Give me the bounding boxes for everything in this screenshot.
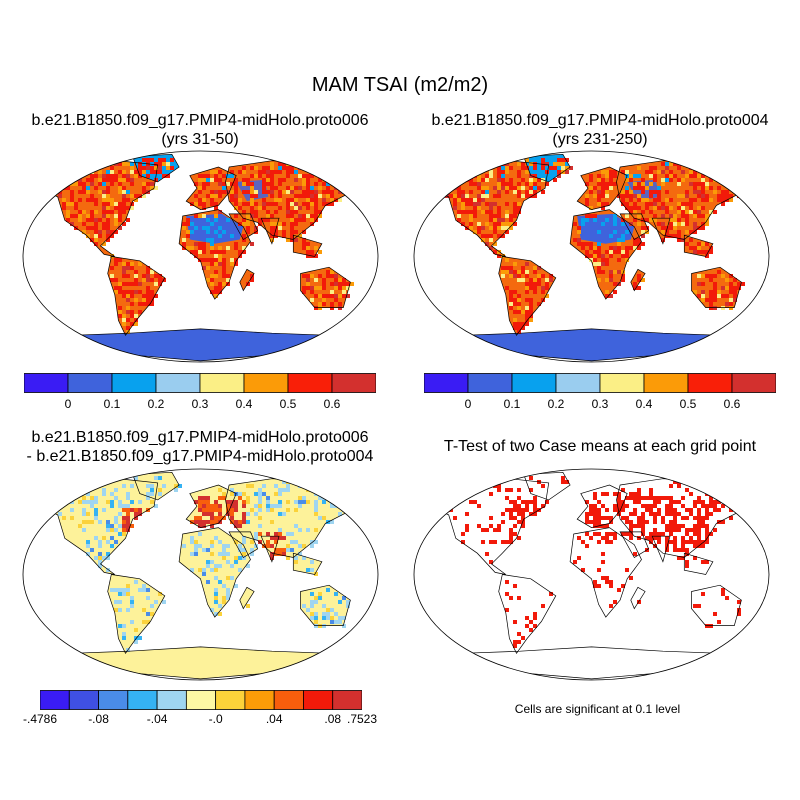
colorbar-swatch (127, 690, 158, 710)
colorbar-swatch (156, 690, 187, 710)
panel-title-top-right-line1: b.e21.B1850.f09_g17.PMIP4-midHolo.proto0… (431, 112, 769, 129)
colorbar-tick-label: 0.2 (147, 397, 165, 411)
colorbar-tick-label: 0.3 (591, 397, 609, 411)
panel-title-top-left: b.e21.B1850.f09_g17.PMIP4-midHolo.proto0… (2, 111, 398, 149)
colorbar-tick-label: .08 (324, 712, 342, 726)
colorbar-top-right (424, 373, 776, 393)
colorbar-bottom-left (40, 690, 362, 710)
colorbar-swatch (273, 690, 304, 710)
map-bottom-right (413, 468, 770, 681)
colorbar-tick-label: 0 (464, 397, 472, 411)
colorbar-tick-label: 0.1 (103, 397, 121, 411)
colorbar-swatch (303, 690, 334, 710)
colorbar-swatch (511, 373, 557, 393)
colorbar-swatch (67, 373, 113, 393)
colorbar-swatch (731, 373, 776, 393)
colorbar-tick-label: 0.3 (191, 397, 209, 411)
map-bottom-left (22, 468, 379, 681)
panel-title-bottom-right: T-Test of two Case means at each grid po… (443, 438, 757, 455)
colorbar-swatch (98, 690, 129, 710)
colorbar-swatch (467, 373, 513, 393)
colorbar-swatch (244, 690, 275, 710)
colorbar-tick-label: .7523 (346, 712, 378, 726)
colorbar-tick-label: 0.1 (503, 397, 521, 411)
colorbar-swatch (331, 373, 376, 393)
colorbar-tick-label: 0.4 (235, 397, 253, 411)
colorbar-tick-label: 0.6 (323, 397, 341, 411)
figure-title: MAM TSAI (m2/m2) (311, 74, 489, 96)
colorbar-swatch (424, 373, 469, 393)
colorbar-top-left-labels: 0 0.1 0.2 0.3 0.4 0.5 0.6 (24, 397, 376, 413)
colorbar-swatch (155, 373, 201, 393)
colorbar-tick-label: 0.4 (635, 397, 653, 411)
colorbar-top-right-labels: 0 0.1 0.2 0.3 0.4 0.5 0.6 (424, 397, 776, 413)
colorbar-swatch (555, 373, 601, 393)
colorbar-swatch (199, 373, 245, 393)
colorbar-swatch (215, 690, 246, 710)
colorbar-tick-label: 0.5 (279, 397, 297, 411)
colorbar-tick-label: 0.2 (547, 397, 565, 411)
colorbar-tick-label: -.08 (88, 712, 109, 726)
colorbar-tick-label: 0 (64, 397, 72, 411)
panel-title-bottom-left-line2: - b.e21.B1850.f09_g17.PMIP4-midHolo.prot… (26, 448, 374, 465)
panel-title-top-right-line2: (yrs 231-250) (552, 131, 648, 148)
colorbar-tick-label: 0.5 (679, 397, 697, 411)
colorbar-swatch (40, 690, 70, 710)
panel-title-bottom-left-line1: b.e21.B1850.f09_g17.PMIP4-midHolo.proto0… (31, 429, 369, 446)
colorbar-top-left (24, 373, 376, 393)
colorbar-tick-label: .04 (265, 712, 283, 726)
significance-note: Cells are significant at 0.1 level (514, 702, 681, 716)
colorbar-tick-label: -.04 (146, 712, 168, 726)
panel-title-top-right: b.e21.B1850.f09_g17.PMIP4-midHolo.proto0… (402, 111, 798, 149)
panel-title-top-left-line1: b.e21.B1850.f09_g17.PMIP4-midHolo.proto0… (31, 112, 369, 129)
map-top-left (22, 150, 379, 363)
colorbar-swatch (111, 373, 157, 393)
panel-title-top-left-line2: (yrs 31-50) (161, 131, 239, 148)
colorbar-tick-label: -.0 (208, 712, 223, 726)
colorbar-swatch (24, 373, 69, 393)
colorbar-swatch (287, 373, 333, 393)
map-top-right (413, 150, 770, 363)
colorbar-tick-label: 0.6 (723, 397, 741, 411)
colorbar-bottom-left-labels: -.4786 -.08 -.04 -.0 .04 .08 .7523 (23, 712, 377, 728)
colorbar-swatch (643, 373, 689, 393)
colorbar-swatch (687, 373, 733, 393)
colorbar-swatch (332, 690, 362, 710)
panel-title-bottom-left: b.e21.B1850.f09_g17.PMIP4-midHolo.proto0… (2, 428, 398, 466)
colorbar-swatch (68, 690, 99, 710)
colorbar-swatch (599, 373, 645, 393)
colorbar-tick-label: -.4786 (22, 712, 58, 726)
colorbar-swatch (185, 690, 217, 710)
colorbar-swatch (243, 373, 289, 393)
